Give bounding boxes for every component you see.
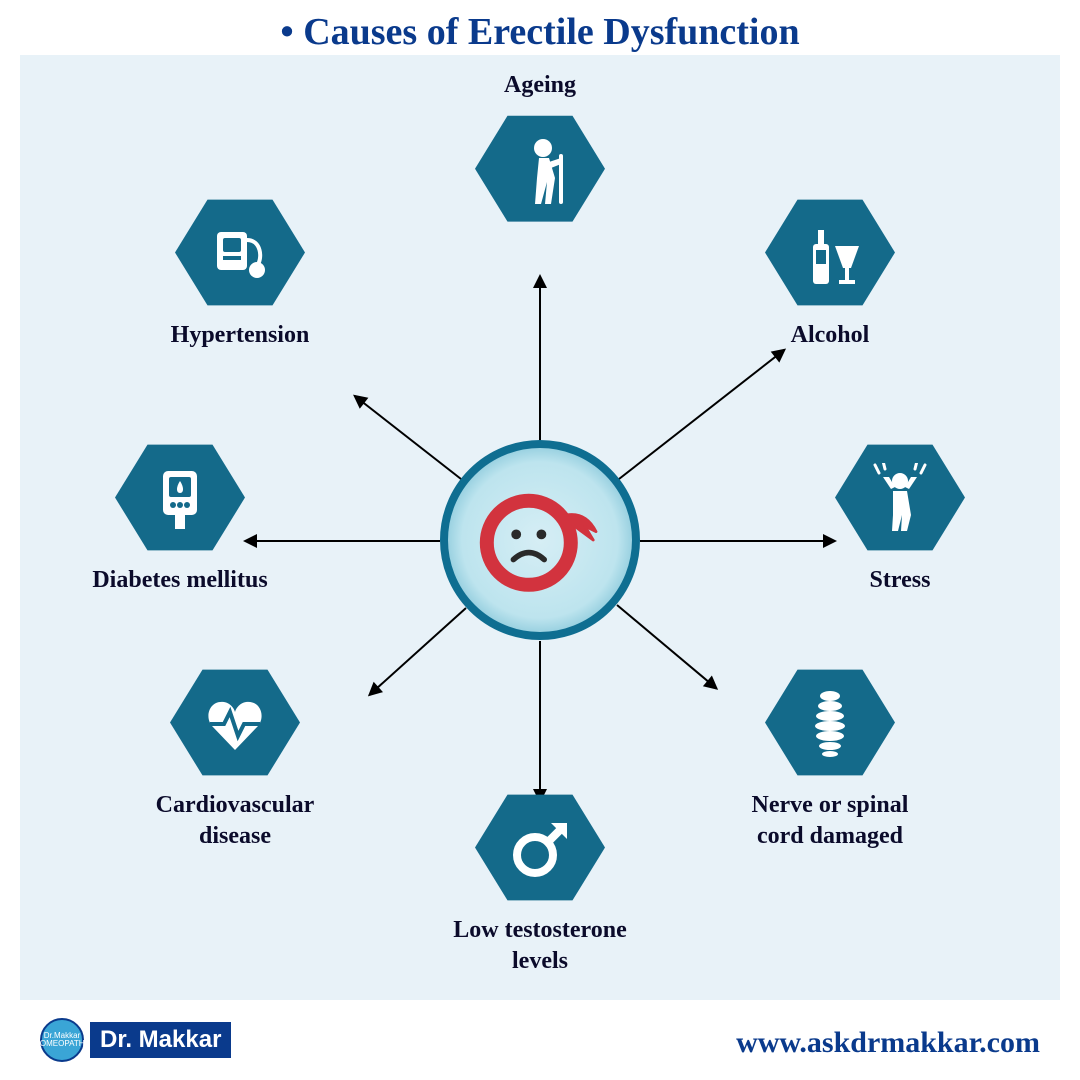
page-title: Causes of Erectile Dysfunction [0, 10, 1080, 54]
male-icon [505, 813, 575, 883]
cause-node: Cardiovascular disease [145, 665, 325, 852]
heart-hexagon [170, 665, 300, 780]
arrow [539, 276, 541, 441]
footer-url: www.askdrmakkar.com [736, 1026, 1040, 1060]
logo-badge-icon: Dr.Makkar HOMEOPATHY [40, 1018, 84, 1062]
center-symbol [440, 440, 640, 640]
cause-node: Low testosterone levels [450, 790, 630, 977]
alcohol-hexagon [765, 195, 895, 310]
cause-label: Low testosterone levels [450, 915, 630, 977]
cause-node: Alcohol [740, 195, 920, 351]
bp-icon [205, 218, 275, 288]
cause-label: Stress [870, 565, 931, 596]
cause-node: Hypertension [150, 195, 330, 351]
cause-label: Alcohol [791, 320, 870, 351]
cause-label: Nerve or spinal cord damaged [740, 790, 920, 852]
ageing-icon [505, 134, 575, 204]
spine-icon [795, 688, 865, 758]
spine-hexagon [765, 665, 895, 780]
cause-node: Nerve or spinal cord damaged [740, 665, 920, 852]
arrow [539, 641, 541, 801]
arrow [245, 540, 440, 542]
male-hexagon [475, 790, 605, 905]
cause-node: Diabetes mellitus [90, 440, 270, 596]
stress-hexagon [835, 440, 965, 555]
male-sad-icon [470, 470, 610, 610]
cause-label: Diabetes mellitus [92, 565, 267, 596]
footer-logo: Dr.Makkar HOMEOPATHY Dr. Makkar [40, 1018, 231, 1062]
heart-icon [200, 688, 270, 758]
glucometer-hexagon [115, 440, 245, 555]
cause-label: Cardiovascular disease [145, 790, 325, 852]
cause-node: Ageing [450, 70, 630, 226]
alcohol-icon [795, 218, 865, 288]
bp-hexagon [175, 195, 305, 310]
logo-text: Dr. Makkar [90, 1022, 231, 1058]
glucometer-icon [145, 463, 215, 533]
cause-node: Stress [810, 440, 990, 596]
arrow [640, 540, 835, 542]
ageing-hexagon [475, 111, 605, 226]
stress-icon [865, 463, 935, 533]
cause-label: Ageing [504, 70, 576, 101]
cause-label: Hypertension [171, 320, 310, 351]
